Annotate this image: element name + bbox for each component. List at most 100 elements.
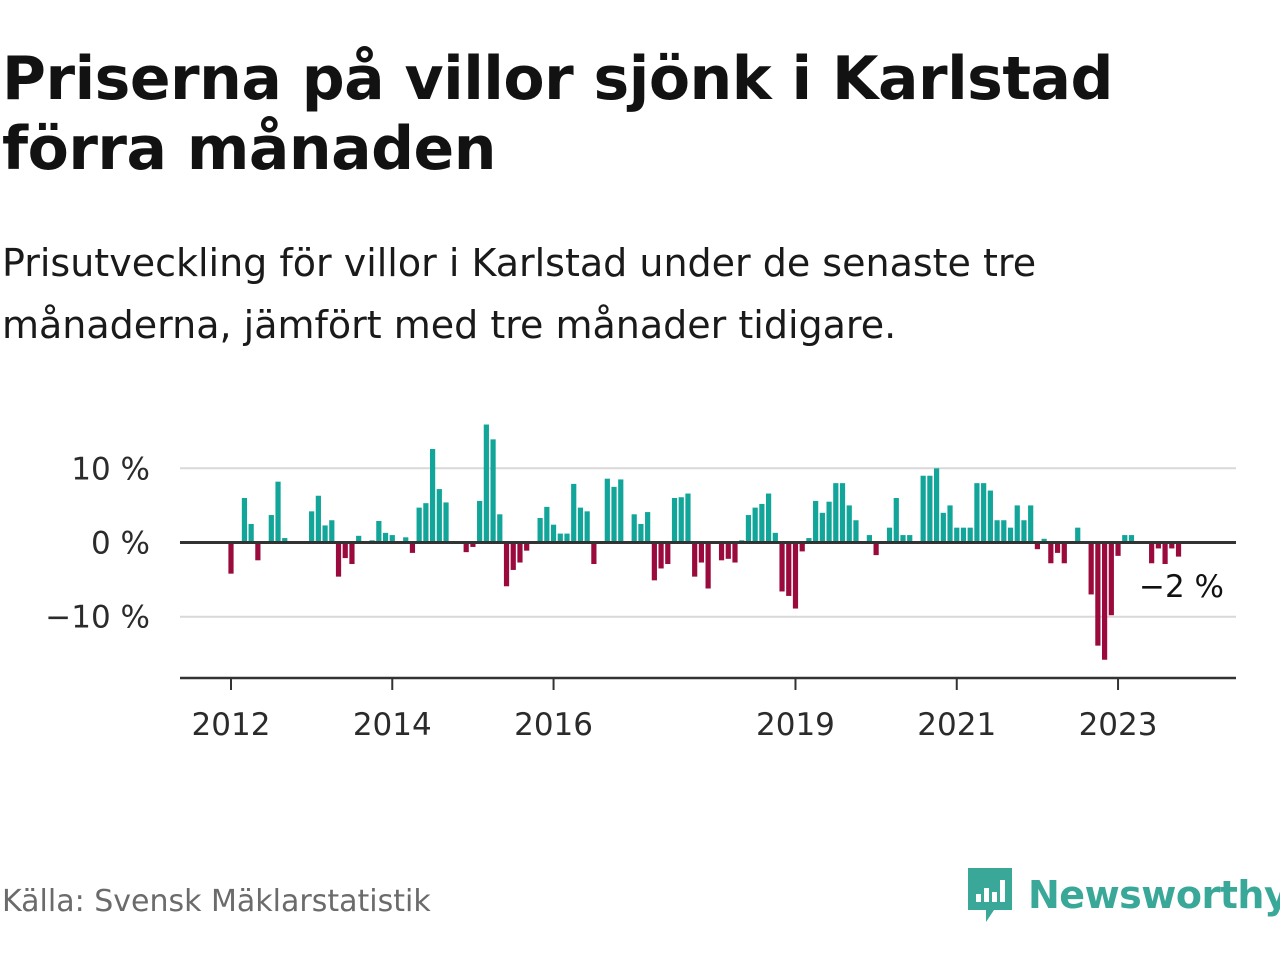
bar bbox=[349, 542, 355, 565]
bar bbox=[1007, 527, 1014, 543]
bar bbox=[275, 481, 281, 543]
chart-subtitle: Prisutveckling för villor i Karlstad und… bbox=[2, 241, 1037, 347]
bar bbox=[665, 542, 671, 565]
bar bbox=[571, 483, 577, 543]
bar bbox=[416, 507, 422, 543]
bar bbox=[497, 514, 503, 543]
bar bbox=[839, 483, 846, 543]
bar bbox=[873, 542, 879, 556]
bar bbox=[732, 542, 738, 563]
bar bbox=[960, 527, 967, 543]
bar bbox=[638, 523, 644, 543]
bar bbox=[967, 527, 973, 543]
newsworthy-logo-icon bbox=[968, 868, 1012, 922]
bar bbox=[1128, 535, 1135, 543]
newsworthy-logo[interactable]: Newsworthy bbox=[964, 864, 1280, 926]
bar bbox=[1014, 505, 1020, 543]
bar bbox=[698, 542, 704, 563]
bar bbox=[537, 518, 543, 543]
bar bbox=[987, 490, 993, 543]
bar bbox=[927, 475, 933, 543]
bar-chart: 10 % 0 % −10 % 2012 2014 2016 2019 2021 2023 −2 % bbox=[45, 424, 1236, 743]
bar bbox=[920, 475, 926, 543]
bar bbox=[409, 542, 416, 553]
bar bbox=[799, 542, 805, 552]
bar bbox=[322, 525, 328, 543]
bar bbox=[376, 520, 382, 543]
bar bbox=[671, 497, 678, 543]
bar bbox=[759, 503, 765, 543]
bar bbox=[503, 542, 510, 587]
bar bbox=[1155, 542, 1161, 549]
bar bbox=[510, 542, 516, 570]
bar bbox=[651, 542, 657, 581]
bar bbox=[981, 483, 987, 543]
bar bbox=[550, 524, 557, 543]
latest-value-label: −2 % bbox=[1139, 569, 1224, 605]
bar bbox=[907, 535, 913, 543]
bar bbox=[255, 542, 261, 561]
bar bbox=[430, 449, 436, 543]
bar bbox=[853, 520, 859, 543]
bar bbox=[1075, 527, 1081, 543]
bar bbox=[678, 497, 684, 543]
bar bbox=[745, 515, 752, 543]
bar bbox=[564, 533, 570, 543]
x-tick-label: 2023 bbox=[1079, 707, 1158, 743]
bar bbox=[248, 523, 254, 543]
bar bbox=[443, 502, 449, 543]
bar bbox=[477, 500, 483, 543]
chart-title: Priserna på villor sjönk i Karlstad förr… bbox=[2, 44, 1114, 184]
x-tick-label: 2021 bbox=[917, 707, 996, 743]
bar bbox=[947, 505, 953, 543]
bar bbox=[584, 511, 590, 543]
bar bbox=[819, 512, 825, 543]
y-tick-label: 10 % bbox=[71, 451, 150, 487]
bar bbox=[490, 439, 496, 543]
bar bbox=[1175, 542, 1182, 557]
x-tick-label: 2012 bbox=[192, 707, 271, 743]
bar bbox=[356, 535, 362, 543]
bar bbox=[1061, 542, 1067, 564]
bar bbox=[1095, 542, 1101, 646]
bar bbox=[1041, 538, 1047, 543]
bar bbox=[1122, 535, 1128, 543]
bar bbox=[342, 542, 348, 559]
x-tick-label: 2019 bbox=[756, 707, 835, 743]
bar bbox=[228, 542, 234, 574]
bar bbox=[1102, 542, 1108, 660]
bar bbox=[1028, 505, 1034, 543]
x-tick-label: 2016 bbox=[514, 707, 593, 743]
axes: 10 % 0 % −10 % 2012 2014 2016 2019 2021 2023 −2 % bbox=[45, 451, 1236, 743]
bar bbox=[524, 542, 530, 551]
bar bbox=[826, 501, 832, 543]
bar bbox=[1088, 542, 1094, 595]
bar bbox=[611, 486, 617, 543]
bar bbox=[1054, 542, 1061, 553]
bar bbox=[557, 533, 563, 543]
bar bbox=[692, 542, 698, 577]
bar bbox=[806, 538, 812, 543]
bar bbox=[335, 542, 342, 577]
bar bbox=[893, 497, 899, 543]
bar bbox=[1162, 542, 1168, 565]
bar bbox=[752, 507, 758, 543]
bar bbox=[403, 537, 409, 543]
bar bbox=[591, 542, 597, 565]
bar bbox=[1021, 520, 1027, 543]
y-tick-label: −10 % bbox=[45, 600, 150, 636]
bar bbox=[483, 424, 489, 543]
bar bbox=[517, 542, 523, 563]
bar bbox=[994, 520, 1000, 543]
bar bbox=[725, 542, 731, 559]
bar bbox=[772, 532, 778, 543]
bars bbox=[228, 424, 1182, 660]
bar bbox=[577, 507, 584, 543]
bar bbox=[241, 497, 248, 543]
bar bbox=[1115, 542, 1121, 556]
bar bbox=[940, 512, 946, 543]
bar bbox=[382, 532, 389, 543]
bar bbox=[329, 520, 335, 543]
bar bbox=[309, 511, 315, 543]
bar bbox=[423, 503, 429, 543]
